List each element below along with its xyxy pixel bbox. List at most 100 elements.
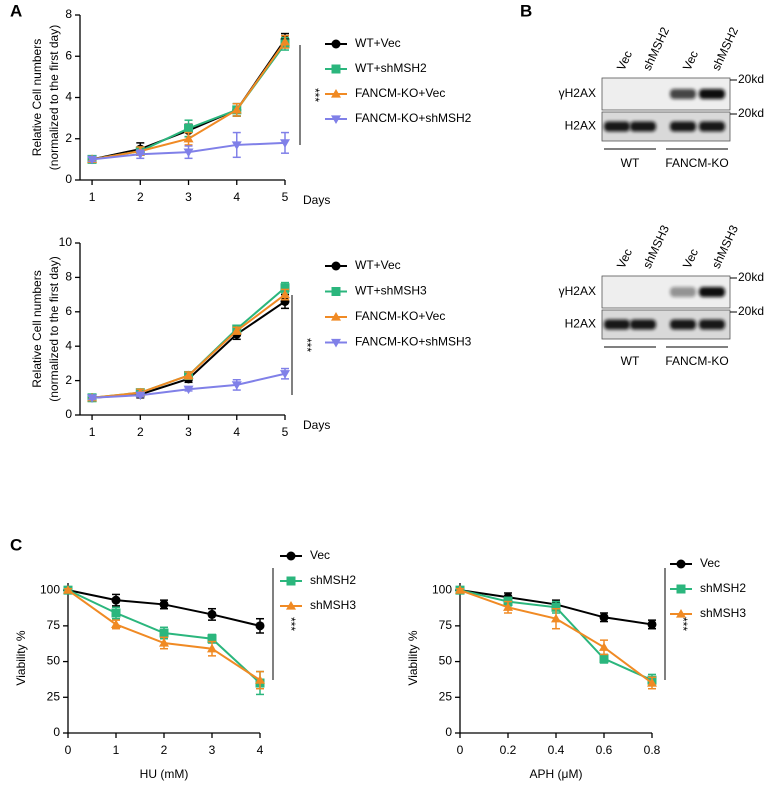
lane-label: Vec — [680, 247, 701, 271]
legend-label: shMSH3 — [700, 606, 746, 620]
x-tick-label: 4 — [233, 425, 240, 439]
band — [670, 319, 696, 330]
marker — [183, 133, 194, 143]
marker — [231, 381, 242, 390]
y-tick-label: 25 — [47, 689, 61, 703]
y-tick-label: 25 — [439, 689, 453, 703]
band — [604, 121, 630, 132]
group-label: FANCM-KO — [665, 156, 728, 170]
legend-label: shMSH2 — [310, 573, 356, 587]
y-axis-label: (normalized to the first day) — [47, 256, 61, 401]
marker — [599, 642, 609, 651]
marker — [286, 576, 296, 586]
legend-label: WT+shMSH2 — [355, 61, 427, 75]
marker — [255, 675, 265, 684]
x-tick-label: 3 — [185, 425, 192, 439]
legend-label: FANCM-KO+shMSH2 — [355, 111, 472, 125]
marker — [676, 584, 686, 594]
x-tick-label: 1 — [89, 425, 96, 439]
marker — [331, 338, 341, 348]
significance-label: *** — [308, 88, 322, 102]
row-label: H2AX — [565, 119, 596, 133]
marker — [331, 115, 341, 124]
x-tick-label: 1 — [113, 743, 120, 757]
marker — [551, 602, 561, 612]
row-label: γH2AX — [559, 86, 596, 100]
x-tick-label: 0.8 — [644, 743, 661, 757]
marker — [676, 609, 686, 618]
marker — [647, 619, 657, 629]
y-tick-label: 10 — [59, 235, 73, 249]
lane-label: shMSH3 — [709, 223, 741, 271]
x-tick-label: 2 — [137, 425, 144, 439]
y-tick-label: 4 — [65, 338, 72, 352]
band — [699, 287, 725, 297]
band — [699, 121, 725, 132]
marker — [286, 551, 296, 561]
x-tick-label: 2 — [161, 743, 168, 757]
row-label: H2AX — [565, 317, 596, 331]
marker — [111, 608, 121, 618]
x-tick-label: 3 — [185, 190, 192, 204]
size-marker: 20kd — [738, 72, 764, 86]
x-axis-label: Days — [303, 193, 330, 207]
lane-label: Vec — [680, 49, 701, 73]
marker — [207, 609, 217, 619]
marker — [183, 370, 194, 380]
lane-label: Vec — [614, 49, 635, 73]
y-tick-label: 100 — [40, 582, 60, 596]
y-tick-label: 0 — [445, 725, 452, 739]
legend-label: WT+Vec — [355, 258, 401, 272]
x-tick-label: 5 — [282, 190, 289, 204]
x-tick-label: 3 — [209, 743, 216, 757]
y-axis-label: Viability % — [406, 630, 420, 685]
panel-label: A — [10, 1, 22, 20]
x-axis-label: HU (mM) — [140, 767, 189, 781]
y-tick-label: 4 — [65, 90, 72, 104]
legend-label: FANCM-KO+Vec — [355, 309, 445, 323]
marker — [551, 613, 561, 623]
significance-label: *** — [300, 338, 314, 352]
legend-label: shMSH3 — [310, 598, 356, 612]
lane-label: shMSH3 — [640, 223, 672, 271]
marker — [111, 595, 121, 605]
y-axis-label: Relative Cell numbers — [30, 270, 44, 387]
x-tick-label: 0 — [65, 743, 72, 757]
x-tick-label: 1 — [89, 190, 96, 204]
size-marker: 20kd — [738, 106, 764, 120]
marker — [676, 559, 686, 569]
legend-label: FANCM-KO+Vec — [355, 86, 445, 100]
y-tick-label: 50 — [439, 654, 453, 668]
marker — [231, 104, 242, 114]
x-tick-label: 0.6 — [596, 743, 613, 757]
marker — [207, 634, 217, 644]
marker — [135, 150, 146, 160]
marker — [231, 325, 242, 335]
marker — [183, 385, 194, 395]
y-axis-label: Relative Cell numbers — [30, 39, 44, 156]
marker — [331, 312, 341, 321]
marker — [280, 289, 290, 299]
marker — [280, 139, 290, 148]
marker — [87, 394, 98, 403]
y-tick-label: 2 — [65, 131, 72, 145]
band — [699, 89, 725, 99]
marker — [135, 391, 146, 401]
y-tick-label: 0 — [65, 172, 72, 186]
marker — [159, 628, 169, 638]
marker — [503, 602, 513, 611]
marker — [331, 287, 341, 296]
y-tick-label: 0 — [53, 725, 60, 739]
size-marker: 20kd — [738, 270, 764, 284]
x-axis-label: APH (μM) — [530, 767, 583, 781]
y-tick-label: 6 — [65, 304, 72, 318]
marker — [111, 619, 121, 629]
marker — [331, 39, 341, 49]
group-label: FANCM-KO — [665, 354, 728, 368]
lane-label: shMSH2 — [640, 25, 672, 73]
lane-label: Vec — [614, 247, 635, 271]
lane-label: shMSH2 — [709, 25, 741, 73]
marker — [159, 599, 169, 609]
marker — [286, 601, 296, 610]
legend-label: shMSH2 — [700, 581, 746, 595]
